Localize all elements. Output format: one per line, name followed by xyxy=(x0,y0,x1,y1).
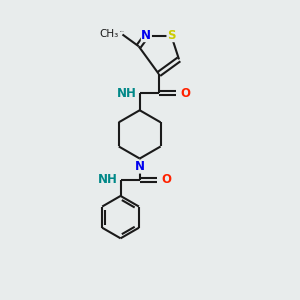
Text: S: S xyxy=(167,28,176,42)
Text: O: O xyxy=(180,87,190,100)
Text: methyl: methyl xyxy=(119,31,124,32)
Text: N: N xyxy=(135,160,145,173)
Text: CH₃: CH₃ xyxy=(100,29,119,39)
Text: N: N xyxy=(141,28,152,42)
Text: O: O xyxy=(161,173,171,186)
Text: NH: NH xyxy=(117,87,137,100)
Text: NH: NH xyxy=(98,173,118,186)
